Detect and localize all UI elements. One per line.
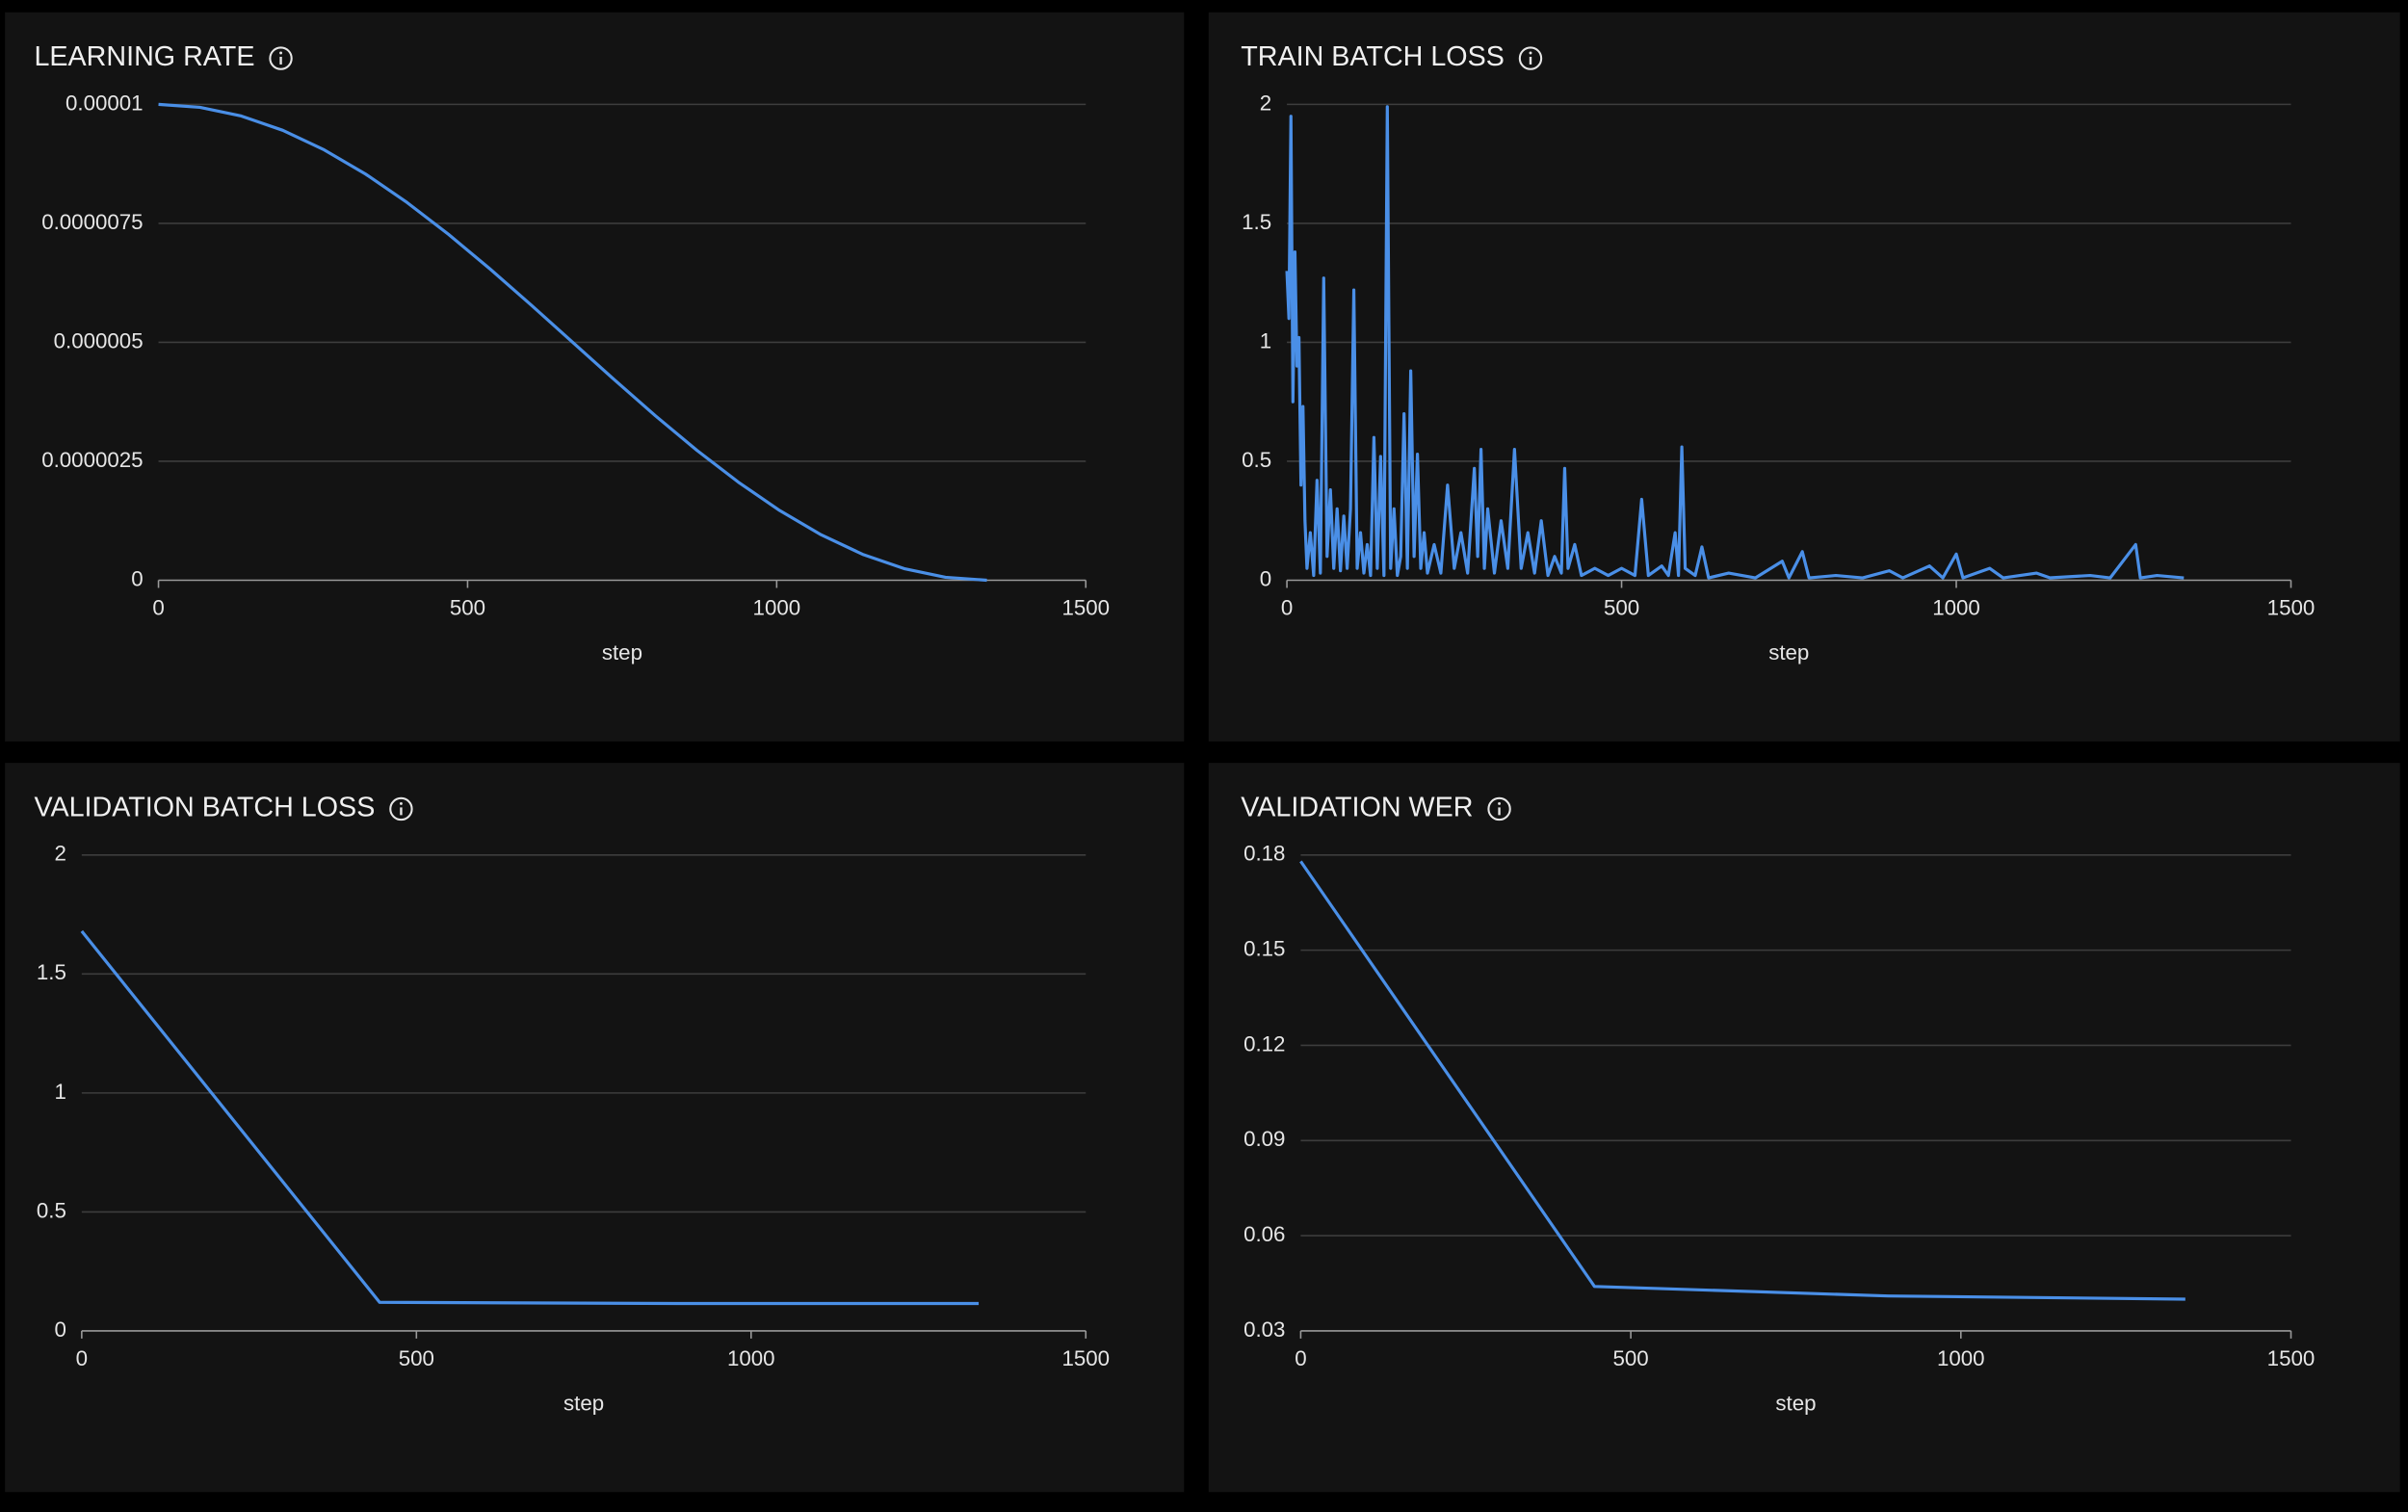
panel <box>1208 12 2400 742</box>
x-tick-label: 0 <box>1295 1346 1306 1370</box>
x-tick-label: 0 <box>76 1346 88 1370</box>
x-axis-label: step <box>1768 640 1809 665</box>
line-series <box>158 102 987 583</box>
line-series <box>1299 860 2186 1301</box>
chart-title: TRAIN BATCH LOSS <box>1241 41 1505 72</box>
info-icon <box>399 801 403 805</box>
x-tick-label: 1000 <box>1932 596 1980 620</box>
info-icon <box>389 796 413 821</box>
info-icon <box>279 51 282 55</box>
x-tick-label: 500 <box>1613 1346 1649 1370</box>
y-tick-label: 0.000005 <box>54 328 144 352</box>
x-tick-label: 1000 <box>727 1346 775 1370</box>
chart-title: LEARNING RATE <box>34 41 254 72</box>
x-tick-label: 1500 <box>1061 596 1110 620</box>
y-tick-label: 1 <box>55 1080 66 1104</box>
chart-title: VALIDATION BATCH LOSS <box>34 793 375 823</box>
y-tick-label: 1.5 <box>37 960 66 984</box>
y-tick-label: 0.06 <box>1243 1222 1285 1246</box>
x-tick-label: 1500 <box>1061 1346 1110 1370</box>
y-tick-label: 0.00001 <box>65 91 144 115</box>
x-tick-label: 1000 <box>753 596 801 620</box>
y-tick-label: 1 <box>1260 328 1271 352</box>
x-axis-label: step <box>563 1391 604 1415</box>
y-tick-label: 2 <box>1260 91 1271 115</box>
x-tick-label: 500 <box>450 596 485 620</box>
panel <box>5 763 1185 1493</box>
line-series <box>1285 105 2185 580</box>
y-tick-label: 0.5 <box>37 1198 66 1222</box>
x-tick-label: 1000 <box>1937 1346 1985 1370</box>
y-tick-label: 2 <box>55 842 66 866</box>
y-tick-label: 0.0000075 <box>41 210 143 234</box>
y-tick-label: 0 <box>131 566 143 590</box>
y-tick-label: 0.15 <box>1243 937 1285 961</box>
y-tick-label: 1.5 <box>1242 210 1271 234</box>
x-tick-label: 1500 <box>2267 596 2316 620</box>
x-tick-label: 1500 <box>2267 1346 2316 1370</box>
y-tick-label: 0.18 <box>1243 842 1285 866</box>
chart-title: VALIDATION WER <box>1241 793 1473 823</box>
line-series <box>80 929 980 1306</box>
info-icon <box>1487 796 1511 821</box>
y-tick-label: 0.12 <box>1243 1031 1285 1056</box>
info-icon <box>1529 51 1532 55</box>
panel <box>1208 763 2400 1493</box>
y-tick-label: 0.5 <box>1242 448 1271 472</box>
info-icon <box>1498 801 1502 805</box>
info-icon <box>1518 46 1543 70</box>
x-axis-label: step <box>602 640 642 665</box>
y-tick-label: 0.09 <box>1243 1127 1285 1151</box>
y-tick-label: 0 <box>1260 566 1271 590</box>
x-tick-label: 0 <box>1281 596 1293 620</box>
panel <box>5 12 1185 742</box>
x-axis-label: step <box>1775 1391 1816 1415</box>
x-tick-label: 500 <box>399 1346 434 1370</box>
x-tick-label: 500 <box>1604 596 1639 620</box>
y-tick-label: 0.03 <box>1243 1317 1285 1342</box>
y-tick-label: 0.0000025 <box>41 448 143 472</box>
info-icon <box>269 46 293 70</box>
y-tick-label: 0 <box>55 1317 66 1342</box>
x-tick-label: 0 <box>152 596 164 620</box>
